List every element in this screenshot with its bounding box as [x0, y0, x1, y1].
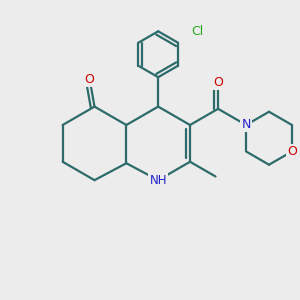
- Text: O: O: [287, 145, 297, 158]
- Text: Cl: Cl: [191, 25, 203, 38]
- Text: N: N: [242, 118, 251, 131]
- Text: NH: NH: [149, 174, 167, 187]
- Text: O: O: [85, 73, 94, 85]
- Text: O: O: [213, 76, 223, 89]
